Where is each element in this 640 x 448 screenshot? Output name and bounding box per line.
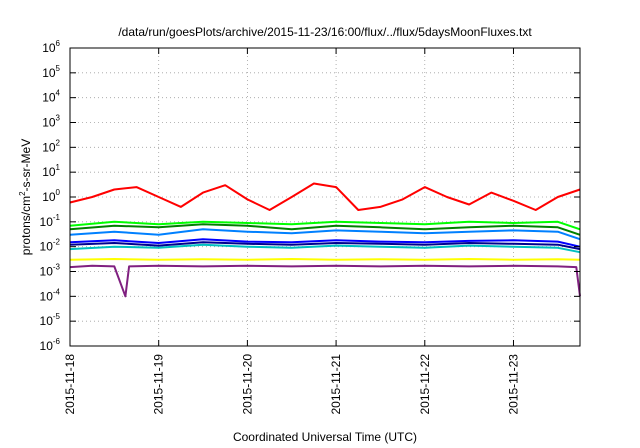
y-tick-exponent: 2 <box>56 138 61 147</box>
x-axis-label: Coordinated Universal Time (UTC) <box>233 430 417 444</box>
y-tick-exponent: 6 <box>56 39 61 48</box>
y-tick-base: 10 <box>40 240 54 254</box>
y-tick-base: 10 <box>42 140 56 154</box>
y-tick-base: 10 <box>40 289 54 303</box>
series-line-9 <box>69 182 581 211</box>
y-tick-label: 101 <box>42 163 60 179</box>
y-tick-base: 10 <box>40 215 54 229</box>
x-tick-label: 2015-11-20 <box>240 354 254 415</box>
x-axis-ticks: 2015-11-18 2015-11-19 2015-11-20 2015-11-21… <box>63 48 520 415</box>
y-tick-base: 10 <box>42 91 56 105</box>
y-tick-label: 10-1 <box>40 213 61 229</box>
series-line-7 <box>69 258 581 261</box>
y-tick-exponent: 0 <box>56 188 61 197</box>
y-tick-label: 10-3 <box>40 263 61 279</box>
y-axis-label-rest: -s-sr-MeV <box>19 139 33 192</box>
y-tick-base: 10 <box>40 339 54 353</box>
x-tick-label: 2015-11-18 <box>63 354 77 415</box>
y-tick-exponent: -6 <box>53 337 61 346</box>
y-tick-label: 10-2 <box>40 238 61 254</box>
series-line-3 <box>69 243 581 254</box>
y-axis-ticks: 10-610-510-410-310-210-11001011021031041… <box>40 39 580 353</box>
y-tick-exponent: -5 <box>53 312 61 321</box>
series-line-5 <box>69 238 581 248</box>
y-tick-label: 105 <box>42 64 60 80</box>
chart-title: /data/run/goesPlots/archive/2015-11-23/1… <box>118 25 532 39</box>
y-tick-exponent: -3 <box>53 263 61 272</box>
y-tick-exponent: 5 <box>56 64 61 73</box>
y-tick-exponent: -2 <box>53 238 61 247</box>
x-tick-label: 2015-11-19 <box>152 354 166 415</box>
y-tick-label: 100 <box>42 188 60 204</box>
x-tick-label: 2015-11-23 <box>506 354 520 415</box>
x-tick-label: 2015-11-21 <box>329 354 343 415</box>
x-tick-label: 2015-11-22 <box>418 354 432 415</box>
y-tick-label: 10-5 <box>40 312 61 328</box>
y-tick-label: 102 <box>42 138 60 154</box>
y-tick-label: 10-6 <box>40 337 61 353</box>
y-tick-label: 104 <box>42 89 60 105</box>
series-line-2 <box>69 220 581 231</box>
y-tick-base: 10 <box>40 265 54 279</box>
y-tick-base: 10 <box>42 116 56 130</box>
data-series <box>69 182 581 298</box>
y-tick-base: 10 <box>42 41 56 55</box>
y-tick-label: 10-4 <box>40 287 61 303</box>
y-tick-label: 106 <box>42 39 60 55</box>
series-line-8 <box>69 264 581 298</box>
y-tick-label: 103 <box>42 114 60 130</box>
y-tick-exponent: 1 <box>56 163 61 172</box>
y-tick-base: 10 <box>42 190 56 204</box>
y-tick-exponent: -1 <box>53 213 61 222</box>
y-tick-base: 10 <box>40 314 54 328</box>
y-axis-label-exponent: 2 <box>18 191 27 196</box>
series-line-6 <box>69 241 581 251</box>
y-axis-label-unit: protons/cm <box>19 196 33 255</box>
y-tick-exponent: -4 <box>53 287 61 296</box>
y-tick-base: 10 <box>42 66 56 80</box>
y-tick-exponent: 3 <box>56 114 61 123</box>
y-axis-label: protons/cm2-s-sr-MeV <box>18 139 33 255</box>
y-tick-base: 10 <box>42 165 56 179</box>
series-line-4 <box>69 228 581 241</box>
y-tick-exponent: 4 <box>56 89 61 98</box>
series-line-1 <box>69 223 581 236</box>
